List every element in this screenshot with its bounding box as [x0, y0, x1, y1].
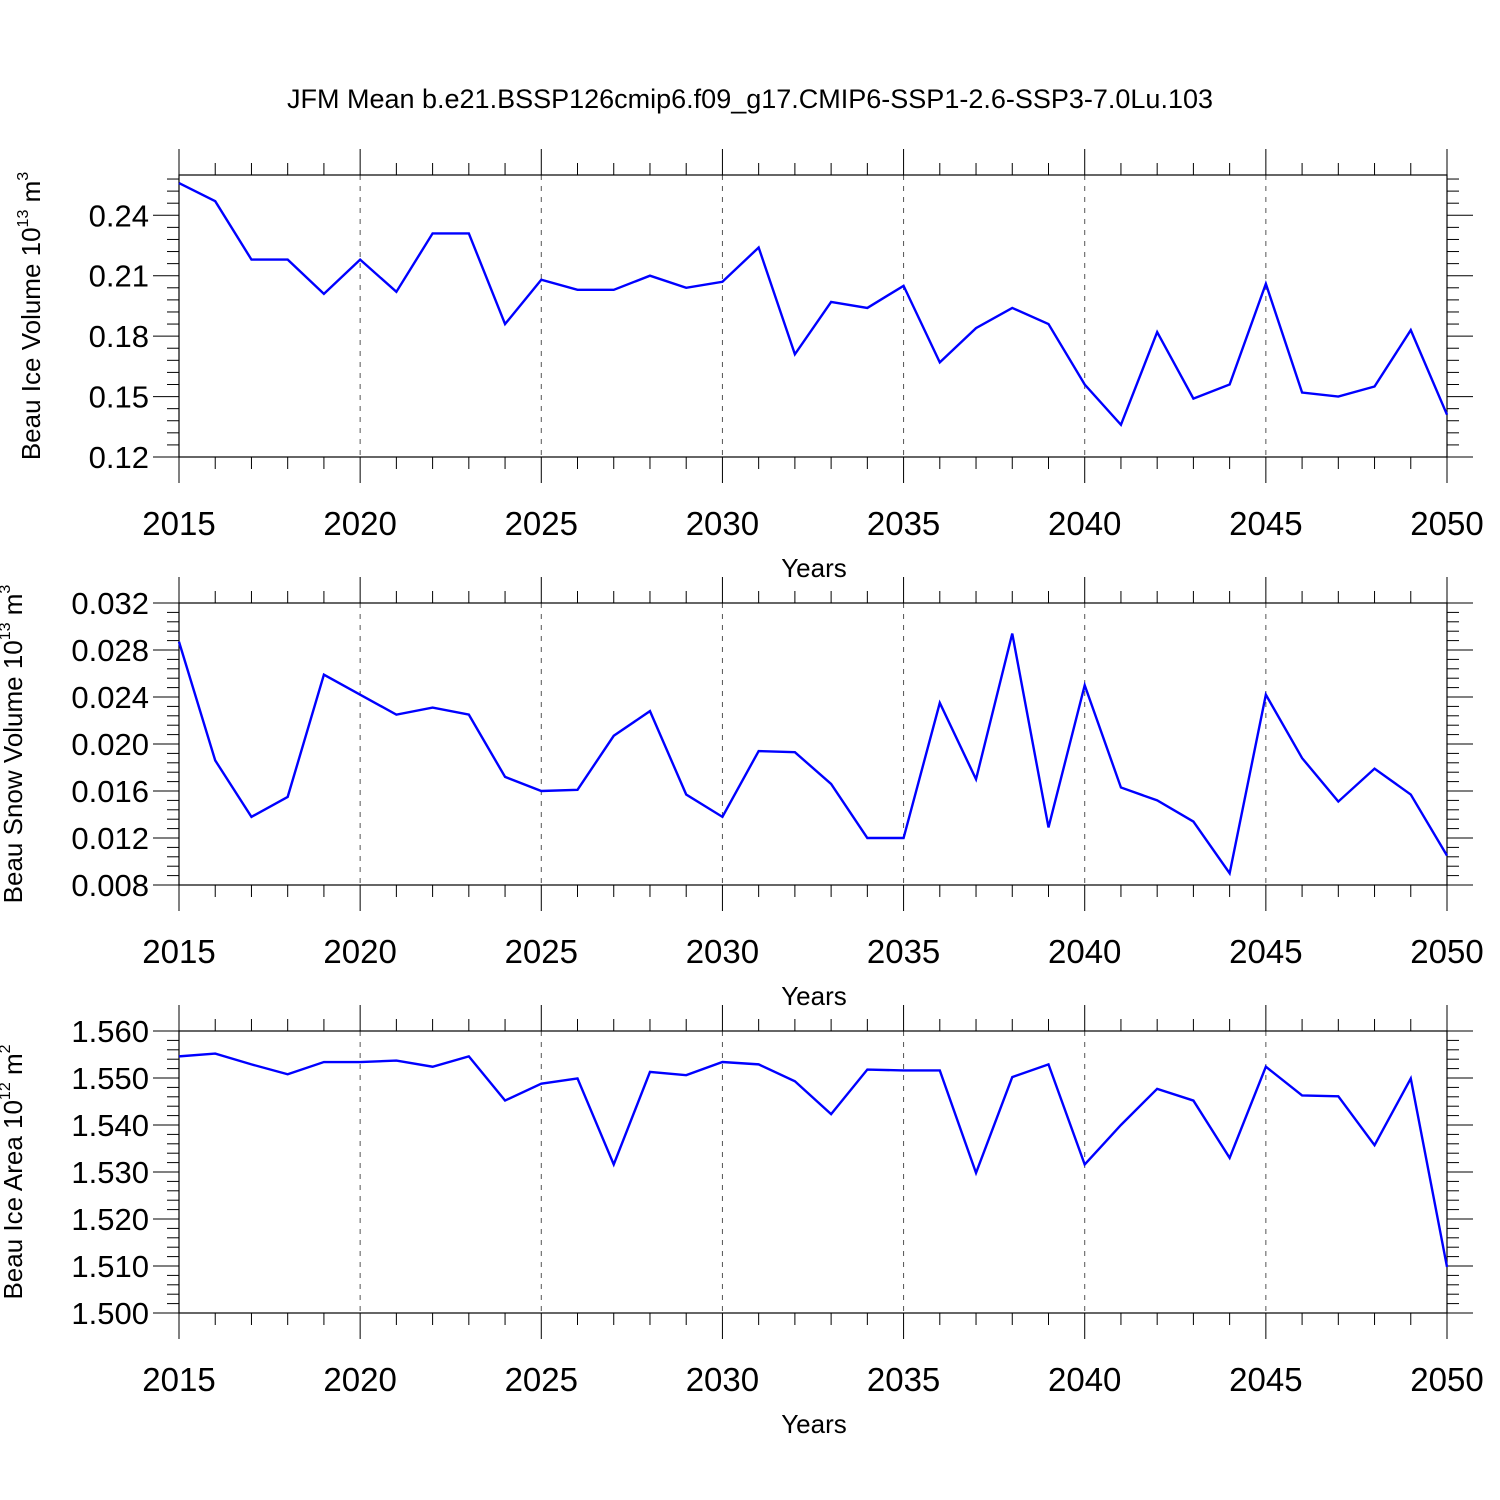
y-tick-label: 1.530	[71, 1155, 149, 1190]
y-tick-label: 1.540	[71, 1108, 149, 1143]
y-axis-label: Beau Ice Area 1012 m2	[0, 1044, 28, 1299]
y-tick-label: 0.024	[71, 680, 149, 715]
series-line	[178, 181, 1449, 428]
x-tick-label: 2045	[1229, 933, 1302, 970]
x-tick-label: 2040	[1048, 1361, 1121, 1398]
x-axis-label: Years	[781, 553, 847, 583]
y-label-text: m	[0, 594, 28, 623]
y-tick-label: 0.028	[71, 633, 149, 668]
x-tick-label: 2030	[686, 1361, 759, 1398]
y-tick-label: 0.008	[71, 868, 149, 903]
x-tick-label: 2025	[505, 505, 578, 542]
y-tick-label: 0.012	[71, 821, 149, 856]
x-axis-label: Years	[781, 981, 847, 1011]
y-label-text: Beau Ice Area 10	[0, 1100, 28, 1299]
x-tick-label: 2035	[867, 933, 940, 970]
plot-frame	[178, 174, 1448, 458]
x-tick-label: 2020	[323, 933, 396, 970]
plot-frame	[178, 1030, 1448, 1314]
y-label-superscript: 13	[0, 622, 14, 640]
y-tick-label: 1.550	[71, 1061, 149, 1096]
y-tick-label: 1.520	[71, 1202, 149, 1237]
y-label-text: Beau Snow Volume 10	[0, 640, 28, 903]
y-label-text: Beau Ice Volume 10	[16, 227, 46, 460]
y-tick-label: 0.24	[89, 198, 149, 233]
y-label-superscript: 12	[0, 1082, 14, 1100]
x-tick-label: 2050	[1410, 1361, 1483, 1398]
y-label-superscript: 3	[15, 172, 32, 181]
x-tick-label: 2015	[142, 1361, 215, 1398]
x-tick-label: 2030	[686, 505, 759, 542]
x-tick-label: 2045	[1229, 1361, 1302, 1398]
y-tick-label: 1.510	[71, 1249, 149, 1284]
x-tick-label: 2050	[1410, 933, 1483, 970]
x-tick-label: 2015	[142, 505, 215, 542]
y-axis-label: Beau Ice Volume 1013 m3	[15, 172, 46, 460]
series-line	[177, 633, 1449, 877]
y-label-text: m	[0, 1053, 28, 1082]
y-tick-label: 0.21	[89, 259, 149, 294]
y-tick-label: 0.15	[89, 380, 149, 415]
y-label-superscript: 2	[0, 1044, 14, 1053]
x-tick-label: 2020	[323, 1361, 396, 1398]
x-tick-label: 2025	[505, 1361, 578, 1398]
chart-panel-3: 2015 2020 2025 2030 2035 2040 2045 2050 1.500 1.5…	[0, 1005, 1484, 1439]
x-tick-label: 2015	[142, 933, 215, 970]
x-tick-label: 2040	[1048, 505, 1121, 542]
y-tick-label: 0.12	[89, 440, 149, 475]
x-tick-label: 2035	[867, 505, 940, 542]
chart-panel-2: 2015 2020 2025 2030 2035 2040 2045 2050 0.008 0.0…	[0, 577, 1484, 1011]
x-tick-label: 2025	[505, 933, 578, 970]
y-tick-label: 0.016	[71, 774, 149, 809]
y-tick-label: 0.020	[71, 727, 149, 762]
y-axis-label: Beau Snow Volume 1013 m3	[0, 585, 28, 904]
y-label-superscript: 13	[15, 210, 32, 228]
y-tick-label: 0.18	[89, 319, 149, 354]
y-label-text: m	[16, 181, 46, 210]
x-tick-label: 2045	[1229, 505, 1302, 542]
x-tick-label: 2020	[323, 505, 396, 542]
x-tick-label: 2035	[867, 1361, 940, 1398]
y-tick-label: 1.500	[71, 1296, 149, 1331]
x-tick-label: 2030	[686, 933, 759, 970]
series-line	[178, 1052, 1449, 1268]
y-tick-label: 0.032	[71, 586, 149, 621]
x-tick-label: 2040	[1048, 933, 1121, 970]
figure-title: JFM Mean b.e21.BSSP126cmip6.f09_g17.CMIP…	[286, 84, 1213, 114]
chart-panel-1: 2015 2020 2025 2030 2035 2040 2045 2050 0.12 0.15…	[15, 149, 1484, 583]
y-tick-label: 1.560	[71, 1014, 149, 1049]
x-axis-label: Years	[781, 1409, 847, 1439]
x-tick-label: 2050	[1410, 505, 1483, 542]
y-label-superscript: 3	[0, 585, 14, 594]
